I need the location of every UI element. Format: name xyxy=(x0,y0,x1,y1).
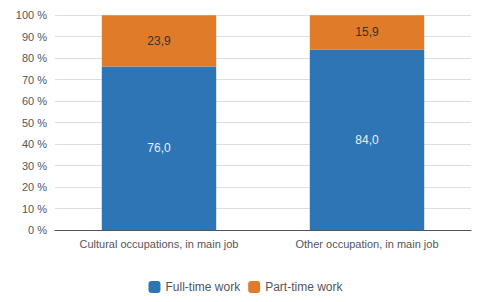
svg-text:23,9: 23,9 xyxy=(147,34,171,48)
svg-text:76,0: 76,0 xyxy=(147,141,171,155)
svg-text:90 %: 90 % xyxy=(22,31,47,43)
svg-text:0 %: 0 % xyxy=(28,224,47,236)
svg-text:100 %: 100 % xyxy=(16,9,47,21)
svg-text:10 %: 10 % xyxy=(22,203,47,215)
svg-text:40 %: 40 % xyxy=(22,138,47,150)
svg-text:Full-time work: Full-time work xyxy=(165,280,241,294)
svg-text:Cultural occupations, in main: Cultural occupations, in main job xyxy=(80,238,239,250)
svg-text:15,9: 15,9 xyxy=(355,25,379,39)
svg-text:Part-time work: Part-time work xyxy=(265,280,343,294)
svg-text:70 %: 70 % xyxy=(22,74,47,86)
svg-text:80 %: 80 % xyxy=(22,52,47,64)
svg-text:20 %: 20 % xyxy=(22,181,47,193)
svg-text:30 %: 30 % xyxy=(22,160,47,172)
svg-text:Other occupation, in main job: Other occupation, in main job xyxy=(295,238,438,250)
svg-text:84,0: 84,0 xyxy=(355,133,379,147)
svg-text:60 %: 60 % xyxy=(22,95,47,107)
svg-text:50 %: 50 % xyxy=(22,117,47,129)
